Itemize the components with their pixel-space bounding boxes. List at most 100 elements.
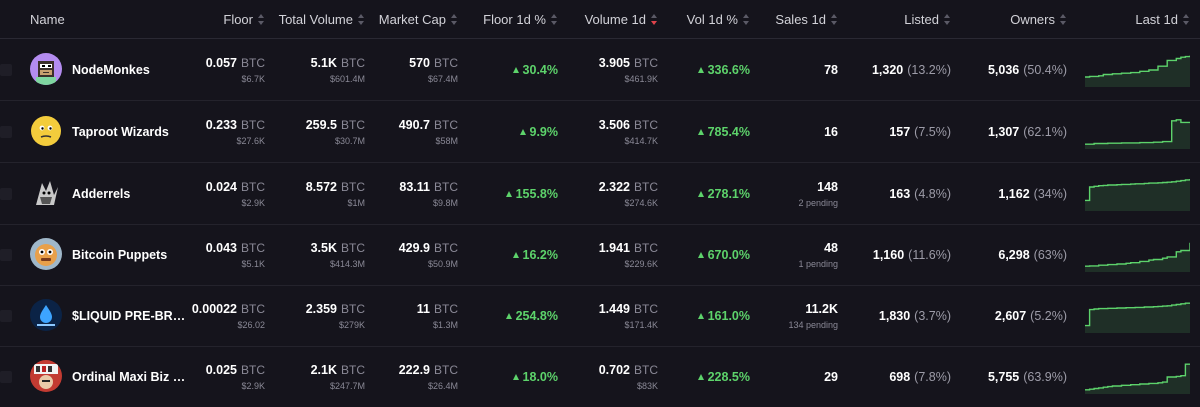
maxi-biz-avatar [30, 360, 62, 392]
header-last-1d[interactable]: Last 1d [1067, 0, 1190, 38]
floor-change-cell: 254.8% [458, 285, 558, 346]
up-arrow-icon [697, 373, 704, 380]
table-row[interactable]: Adderrels 0.024 BTC $2.9K 8.572 BTC $1M 83.1… [0, 163, 1200, 225]
vol-change-cell: 336.6% [658, 39, 750, 100]
vol-change-cell: 278.1% [658, 163, 750, 224]
sales-cell: 29 [824, 369, 838, 384]
row-checkbox[interactable] [0, 249, 12, 261]
sales-cell: 78 [824, 62, 838, 77]
sort-icon [1183, 13, 1190, 25]
floor-cell: 0.057 BTC $6.7K [205, 55, 265, 84]
sales-cell: 48 1 pending [798, 240, 838, 269]
floor-change-cell: 18.0% [458, 346, 558, 407]
header-sales-1d[interactable]: Sales 1d [750, 0, 838, 38]
table-row[interactable]: NodeMonkes 0.057 BTC $6.7K 5.1K BTC $601.4M … [0, 39, 1200, 101]
floor-change-cell: 9.9% [458, 101, 558, 162]
owners-cell: 2,607 (5.2%) [994, 308, 1067, 323]
sparkline-area [1085, 55, 1190, 87]
up-arrow-icon [519, 128, 526, 135]
sales-pending: 1 pending [798, 258, 838, 269]
collection-name[interactable]: $LIQUID PRE-BR… [72, 308, 186, 323]
header-market-cap[interactable]: Market Cap [365, 0, 458, 38]
sort-icon [451, 13, 458, 25]
collection-name[interactable]: Taproot Wizards [72, 124, 169, 139]
floor-change-cell: 30.4% [458, 39, 558, 100]
sort-icon [358, 13, 365, 25]
sparkline-area [1085, 179, 1190, 211]
sales-cell: 148 2 pending [798, 179, 838, 208]
sort-icon [1060, 13, 1067, 25]
table-row[interactable]: $LIQUID PRE-BR… 0.00022 BTC $26.02 2.359 BT… [0, 285, 1200, 347]
volume-1d-cell: 3.506 BTC $414.7K [598, 117, 658, 146]
owners-cell: 1,307 (62.1%) [987, 124, 1067, 139]
up-arrow-icon [512, 66, 519, 73]
sparkline-area [1085, 119, 1190, 149]
owners-cell: 5,036 (50.4%) [987, 62, 1067, 77]
sales-pending: 2 pending [798, 197, 838, 208]
floor-cell: 0.233 BTC $27.6K [205, 117, 265, 146]
floor-change-cell: 16.2% [458, 224, 558, 285]
up-arrow-icon [697, 251, 704, 258]
sparkline-area [1085, 302, 1190, 333]
up-arrow-icon [697, 312, 704, 319]
volume-1d-cell: 2.322 BTC $274.6K [598, 179, 658, 208]
collection-name[interactable]: NodeMonkes [72, 62, 150, 77]
sparkline-line [1085, 302, 1190, 327]
market-cap-cell: 429.9 BTC $50.9M [398, 240, 458, 269]
row-checkbox[interactable] [0, 64, 12, 76]
up-arrow-icon [697, 128, 704, 135]
table-row[interactable]: Bitcoin Puppets 0.043 BTC $5.1K 3.5K BTC $41… [0, 224, 1200, 286]
total-volume-cell: 5.1K BTC $601.4M [310, 55, 365, 84]
collection-name[interactable]: Ordinal Maxi Biz … [72, 369, 186, 384]
total-volume-cell: 259.5 BTC $30.7M [305, 117, 365, 146]
header-name[interactable]: Name [30, 11, 65, 27]
header-total-volume[interactable]: Total Volume [265, 0, 365, 38]
sort-icon [944, 13, 951, 25]
up-arrow-icon [512, 373, 519, 380]
puppet-face-avatar [30, 238, 62, 270]
liquid-drop-logo [30, 299, 62, 331]
sparkline-chart [1085, 179, 1190, 211]
market-cap-cell: 570 BTC $67.4M [409, 55, 458, 84]
table-row[interactable]: Taproot Wizards 0.233 BTC $27.6K 259.5 BTC $… [0, 101, 1200, 163]
market-cap-cell: 222.9 BTC $26.4M [398, 362, 458, 391]
collection-name[interactable]: Bitcoin Puppets [72, 247, 168, 262]
owners-cell: 1,162 (34%) [998, 186, 1067, 201]
sparkline-line [1085, 119, 1190, 145]
sparkline-line [1085, 242, 1190, 267]
total-volume-cell: 2.359 BTC $279K [305, 301, 365, 330]
vol-change-cell: 161.0% [658, 285, 750, 346]
row-checkbox[interactable] [0, 188, 12, 200]
row-checkbox[interactable] [0, 310, 12, 322]
header-owners[interactable]: Owners [951, 0, 1067, 38]
floor-change-cell: 155.8% [458, 163, 558, 224]
sparkline-line [1085, 55, 1190, 78]
market-cap-cell: 83.11 BTC $9.8M [399, 179, 458, 208]
header-listed[interactable]: Listed [838, 0, 951, 38]
floor-cell: 0.00022 BTC $26.02 [191, 301, 265, 330]
sales-cell: 11.2K 134 pending [788, 301, 838, 330]
listed-cell: 1,160 (11.6%) [872, 247, 951, 262]
pixel-monkey-avatar [30, 53, 62, 85]
header-floor-1d[interactable]: Floor 1d % [458, 0, 558, 38]
header-vol-1d-pct[interactable]: Vol 1d % [658, 0, 750, 38]
listed-cell: 698 (7.8%) [889, 369, 951, 384]
sort-desc-icon [651, 13, 658, 25]
row-checkbox[interactable] [0, 371, 12, 383]
header-floor[interactable]: Floor [150, 0, 265, 38]
collection-name[interactable]: Adderrels [72, 186, 131, 201]
sort-icon [831, 13, 838, 25]
wizard-face-avatar [30, 115, 62, 147]
floor-cell: 0.024 BTC $2.9K [205, 179, 265, 208]
floor-cell: 0.025 BTC $2.9K [205, 362, 265, 391]
row-checkbox[interactable] [0, 126, 12, 138]
sparkline-chart [1085, 302, 1190, 333]
owners-cell: 6,298 (63%) [998, 247, 1067, 262]
total-volume-cell: 3.5K BTC $414.3M [310, 240, 365, 269]
market-cap-cell: 11 BTC $1.3M [416, 301, 458, 330]
market-cap-cell: 490.7 BTC $58M [398, 117, 458, 146]
sparkline-line [1085, 179, 1190, 202]
table-row[interactable]: Ordinal Maxi Biz … 0.025 BTC $2.9K 2.1K BTC… [0, 346, 1200, 407]
sales-pending: 134 pending [788, 319, 838, 330]
header-volume-1d[interactable]: Volume 1d [558, 0, 658, 38]
